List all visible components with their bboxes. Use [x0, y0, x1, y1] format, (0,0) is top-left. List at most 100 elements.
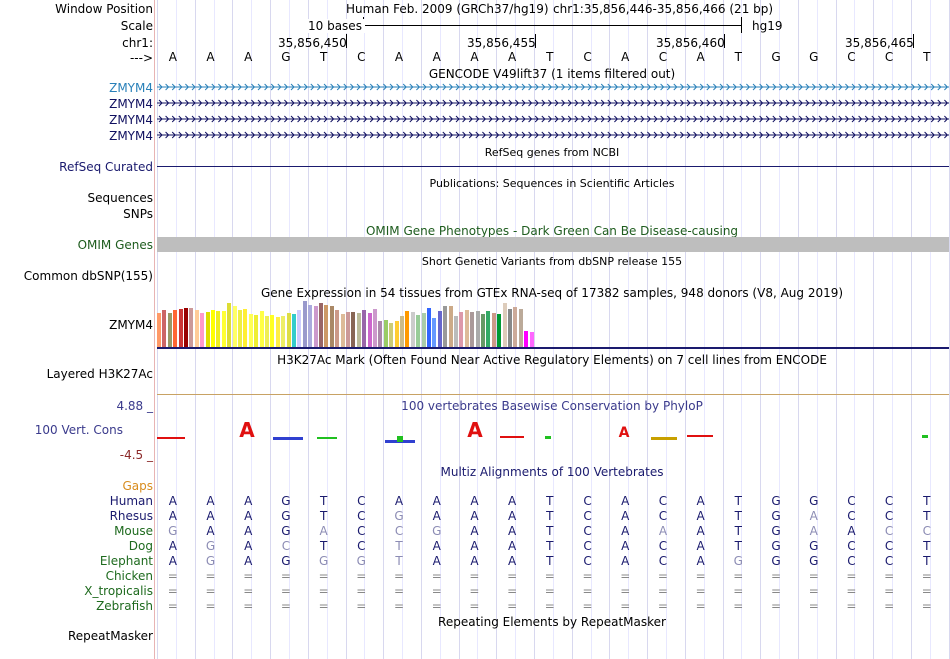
species-label[interactable]: Dog — [128, 539, 153, 553]
species-label[interactable]: X_tropicalis — [84, 584, 153, 598]
gtex-tissue-bar[interactable] — [265, 316, 269, 347]
gtex-tissue-bar[interactable] — [157, 313, 161, 347]
gtex-tissue-bar[interactable] — [194, 310, 199, 347]
gtex-tissue-bar[interactable] — [513, 307, 518, 347]
gtex-tissue-bar[interactable] — [216, 311, 221, 347]
gtex-tissue-bar[interactable] — [508, 309, 512, 347]
gtex-tissue-bar[interactable] — [421, 313, 426, 347]
gtex-tissue-bar[interactable] — [486, 311, 491, 347]
gtex-tissue-bar[interactable] — [470, 312, 475, 347]
gtex-tissue-bar[interactable] — [243, 309, 248, 347]
gtex-tissue-bar[interactable] — [529, 332, 534, 347]
gtex-tissue-bar[interactable] — [238, 310, 242, 347]
gtex-tissue-bar[interactable] — [464, 310, 469, 347]
repeatmasker-label[interactable]: RepeatMasker — [67, 629, 153, 643]
species-label[interactable]: Elephant — [99, 554, 153, 568]
gtex-tissue-bar[interactable] — [167, 313, 172, 347]
gtex-tissue-bar[interactable] — [205, 312, 210, 347]
gtex-tissue-bar[interactable] — [292, 314, 296, 347]
gencode-transcript-2-label[interactable]: ZMYM4 — [109, 97, 153, 111]
refseq-gene-line[interactable] — [157, 166, 949, 167]
gtex-tissue-bar[interactable] — [319, 303, 323, 347]
omim-label[interactable]: OMIM Genes — [77, 238, 153, 252]
gtex-tissue-bar[interactable] — [383, 320, 388, 347]
gtex-tissue-bar[interactable] — [416, 315, 421, 347]
gtex-tissue-bar[interactable] — [162, 310, 167, 347]
gtex-tissue-bar[interactable] — [454, 316, 458, 347]
gtex-tissue-bar[interactable] — [389, 323, 394, 347]
gencode-transcript-1-label[interactable]: ZMYM4 — [109, 81, 153, 95]
gtex-tissue-bar[interactable] — [367, 313, 372, 347]
gtex-tissue-bar[interactable] — [270, 315, 275, 347]
phylop-track-label[interactable]: 100 Vert. Cons — [34, 423, 123, 437]
snps-label[interactable]: SNPs — [123, 207, 153, 221]
gtex-tissue-bar[interactable] — [313, 306, 318, 347]
strand-chevron — [270, 83, 275, 91]
gencode-transcripts[interactable] — [157, 80, 949, 142]
gtex-tissue-bar[interactable] — [297, 310, 302, 347]
gtex-tissue-bar[interactable] — [373, 309, 377, 347]
gtex-tissue-bar[interactable] — [232, 306, 237, 347]
gencode-transcript-4-label[interactable]: ZMYM4 — [109, 129, 153, 143]
sequences-label[interactable]: Sequences — [87, 191, 153, 205]
gtex-tissue-bar[interactable] — [340, 314, 345, 347]
gtex-tissue-bar[interactable] — [211, 310, 215, 347]
gtex-tissue-bar[interactable] — [410, 312, 415, 347]
gtex-tissue-bar[interactable] — [324, 305, 329, 347]
species-label[interactable]: Human — [109, 494, 153, 508]
gtex-tissue-bar[interactable] — [200, 313, 205, 347]
gencode-transcript-3-label[interactable]: ZMYM4 — [109, 113, 153, 127]
gtex-tissue-bar[interactable] — [221, 311, 226, 347]
gtex-tissue-bar[interactable] — [459, 312, 464, 347]
gtex-tissue-bar[interactable] — [346, 312, 350, 347]
gtex-tissue-bar[interactable] — [475, 311, 480, 347]
species-label[interactable]: Zebrafish — [96, 599, 153, 613]
gtex-tissue-bar[interactable] — [248, 314, 253, 347]
species-label[interactable]: Mouse — [114, 524, 153, 538]
gtex-tissue-bar[interactable] — [351, 312, 356, 347]
species-label[interactable]: Chicken — [105, 569, 153, 583]
gtex-tissue-bar[interactable] — [259, 311, 264, 347]
omim-gene-block[interactable] — [157, 237, 949, 252]
gtex-tissue-bar[interactable] — [481, 314, 485, 347]
refseq-label[interactable]: RefSeq Curated — [59, 160, 153, 174]
species-label[interactable]: Rhesus — [109, 509, 153, 523]
gtex-tissue-bar[interactable] — [286, 313, 291, 347]
h3k27ac-label[interactable]: Layered H3K27Ac — [46, 367, 153, 381]
gtex-tissue-bar[interactable] — [173, 310, 178, 347]
gtex-bar-chart[interactable] — [157, 300, 949, 347]
strand-chevron — [277, 99, 282, 107]
gtex-tissue-bar[interactable] — [497, 314, 502, 347]
gtex-tissue-bar[interactable] — [227, 303, 232, 347]
gtex-tissue-bar[interactable] — [184, 308, 188, 347]
gtex-tissue-bar[interactable] — [335, 310, 340, 347]
gtex-tissue-bar[interactable] — [443, 306, 448, 347]
gtex-tissue-bar[interactable] — [329, 306, 334, 347]
gtex-tissue-bar[interactable] — [275, 317, 280, 347]
gtex-tissue-bar[interactable] — [400, 316, 404, 347]
dbsnp-label[interactable]: Common dbSNP(155) — [23, 269, 153, 283]
gtex-tissue-bar[interactable] — [448, 306, 453, 347]
gtex-tissue-bar[interactable] — [378, 321, 383, 347]
gtex-tissue-bar[interactable] — [254, 315, 259, 347]
gtex-tissue-bar[interactable] — [178, 309, 183, 347]
gtex-gene-line[interactable] — [157, 347, 949, 349]
gtex-tissue-bar[interactable] — [524, 331, 529, 347]
gtex-tissue-bar[interactable] — [302, 301, 307, 347]
gtex-tissue-bar[interactable] — [518, 309, 523, 347]
gtex-tissue-bar[interactable] — [394, 321, 399, 347]
gtex-tissue-bar[interactable] — [405, 311, 410, 347]
gtex-tissue-bar[interactable] — [491, 313, 496, 347]
gtex-gene-label[interactable]: ZMYM4 — [109, 318, 153, 332]
position-range[interactable]: chr1:35,856,446-35,856,466 (21 bp) — [553, 2, 774, 16]
gtex-tissue-bar[interactable] — [189, 308, 194, 347]
gtex-tissue-bar[interactable] — [308, 305, 313, 347]
gtex-tissue-bar[interactable] — [427, 308, 431, 347]
gtex-tissue-bar[interactable] — [432, 318, 437, 347]
gtex-tissue-bar[interactable] — [437, 311, 442, 347]
gtex-tissue-bar[interactable] — [502, 303, 507, 347]
gtex-tissue-bar[interactable] — [362, 310, 367, 347]
gtex-tissue-bar[interactable] — [281, 316, 286, 347]
gtex-tissue-bar[interactable] — [356, 313, 361, 347]
